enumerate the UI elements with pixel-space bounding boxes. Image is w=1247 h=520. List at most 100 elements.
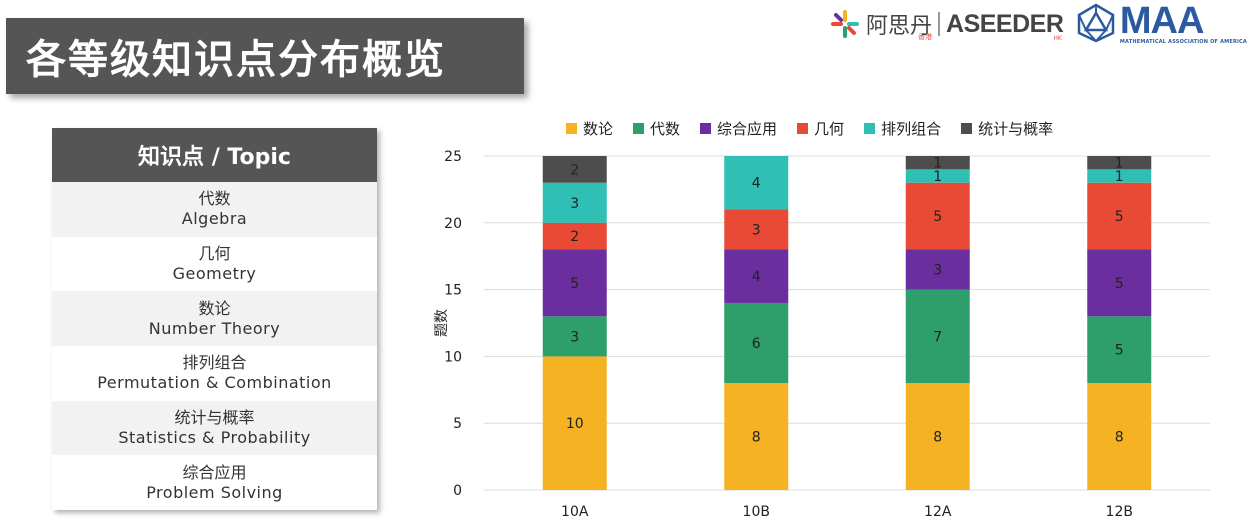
aseeder-star-icon (831, 10, 860, 38)
x-tick-label: 10A (561, 504, 589, 520)
bar-segment (905, 169, 970, 183)
bar-segment (905, 182, 970, 250)
y-axis-label: 题数 (434, 309, 450, 337)
topic-cn: 几何 (198, 244, 231, 264)
maa-name: MAA (1119, 0, 1205, 42)
aseeder-en-name: ASEEDER (946, 9, 1064, 38)
legend-swatch (961, 123, 973, 134)
legend-label: 统计与概率 (978, 120, 1054, 138)
topic-row-problem-solving: 综合应用 Problem Solving (52, 455, 377, 511)
data-label: 5 (1115, 209, 1124, 225)
topic-row-algebra: 代数 Algebra (52, 182, 377, 237)
bar-segment (905, 289, 970, 384)
bar-segment (542, 356, 607, 490)
bar-segment (542, 249, 607, 317)
y-tick-label: 25 (444, 149, 462, 165)
chart-canvas: 0510152025题数103523210A8643410B87351112A8… (434, 149, 1210, 520)
bar-segment (905, 383, 970, 490)
data-label: 1 (1115, 169, 1124, 185)
bar-segment (1087, 249, 1152, 317)
chart-legend: 数论 代数 综合应用 几何 排列组合 统计与概率 (566, 118, 1053, 139)
topic-cn: 综合应用 (182, 462, 247, 482)
bar-segment (724, 209, 789, 250)
y-tick-label: 5 (453, 416, 462, 432)
bar-segment (1087, 383, 1152, 490)
topic-table-header: 知识点 / Topic (52, 128, 377, 182)
aseeder-cn-name: 阿思丹 (866, 14, 933, 39)
data-label: 7 (933, 329, 942, 345)
data-label: 3 (570, 329, 579, 345)
data-label: 1 (933, 156, 942, 172)
topic-cn: 排列组合 (182, 353, 247, 373)
x-tick-label: 12B (1106, 504, 1133, 520)
data-label: 5 (570, 276, 579, 292)
aseeder-logo: 阿思丹 香港 ASEEDER HK (830, 6, 1064, 42)
data-label: 5 (1115, 343, 1124, 359)
legend-item: 统计与概率 (961, 118, 1053, 139)
y-tick-label: 0 (453, 483, 462, 499)
stacked-bar-chart: 数论 代数 综合应用 几何 排列组合 统计与概率 0 5 10 15 20 25 题数 10 3 5 2 3 2 1… (420, 108, 1240, 520)
data-label: 2 (570, 162, 579, 178)
legend-label: 代数 (650, 120, 681, 138)
legend-item: 排列组合 (864, 118, 941, 139)
bar-segment (724, 156, 789, 210)
logo-area: 阿思丹 香港 ASEEDER HK MAA MATHEMATICAL ASSOC… (830, 0, 1247, 48)
data-label: 1 (1115, 156, 1124, 172)
bar-segment (542, 316, 607, 357)
topic-table-rows: 代数 Algebra 几何 Geometry 数论 Number Theory … (52, 182, 377, 511)
bar-segment (724, 302, 789, 384)
legend-swatch (797, 123, 809, 134)
bar-segment (724, 249, 789, 303)
maa-full-name: MATHEMATICAL ASSOCIATION OF AMERICA (1119, 39, 1247, 45)
aseeder-cn-sub: 香港 (918, 33, 933, 41)
bar-segment (724, 383, 789, 490)
legend-swatch (633, 123, 645, 134)
legend-label: 几何 (814, 120, 845, 138)
maa-icosahedron-icon (1077, 3, 1115, 43)
topic-en: Geometry (172, 264, 257, 284)
data-label: 8 (933, 430, 942, 446)
x-tick-label: 10B (743, 504, 770, 520)
topic-row-statistics: 统计与概率 Statistics & Probability (52, 400, 377, 456)
data-label: 4 (752, 269, 761, 285)
bar-segment (1087, 182, 1152, 250)
data-label: 1 (933, 169, 942, 185)
data-label: 6 (752, 336, 761, 352)
data-label: 8 (1115, 430, 1124, 446)
x-tick-label: 12A (924, 504, 952, 520)
y-tick-label: 15 (444, 283, 462, 299)
topic-row-number-theory: 数论 Number Theory (52, 291, 377, 347)
topic-en: Algebra (181, 209, 248, 229)
y-tick-label: 10 (444, 349, 462, 365)
topic-cn: 数论 (198, 298, 231, 318)
topic-en: Number Theory (148, 318, 281, 338)
topic-row-geometry: 几何 Geometry (52, 236, 377, 292)
topic-table: 知识点 / Topic 代数 Algebra 几何 Geometry 数论 Nu… (52, 128, 377, 511)
bar-segment (542, 222, 607, 250)
bar-segment (542, 182, 607, 223)
legend-label: 数论 (583, 120, 614, 138)
aseeder-hk: HK (1053, 34, 1062, 42)
topic-en: Statistics & Probability (118, 428, 311, 448)
topic-row-combinatorics: 排列组合 Permutation & Combination (52, 346, 377, 401)
legend-item: 数论 (566, 118, 613, 139)
data-label: 8 (752, 430, 761, 446)
title-banner: 各等级知识点分布概览 (6, 18, 524, 94)
data-label: 2 (570, 229, 579, 245)
topic-cn: 统计与概率 (174, 408, 255, 428)
topic-en: Problem Solving (146, 482, 283, 502)
logo-divider (938, 12, 941, 36)
data-label: 3 (752, 222, 761, 238)
bar-segment (1087, 316, 1152, 384)
bar-segment (905, 156, 970, 170)
bar-segment (542, 156, 607, 183)
legend-item: 综合应用 (700, 118, 777, 139)
bar-segment (1087, 156, 1152, 170)
y-tick-label: 20 (444, 216, 462, 232)
data-label: 4 (752, 176, 761, 192)
data-label: 3 (933, 263, 942, 279)
legend-label: 综合应用 (717, 120, 778, 138)
legend-item: 代数 (633, 118, 680, 139)
topic-cn: 代数 (198, 189, 231, 209)
legend-item: 几何 (797, 118, 844, 139)
